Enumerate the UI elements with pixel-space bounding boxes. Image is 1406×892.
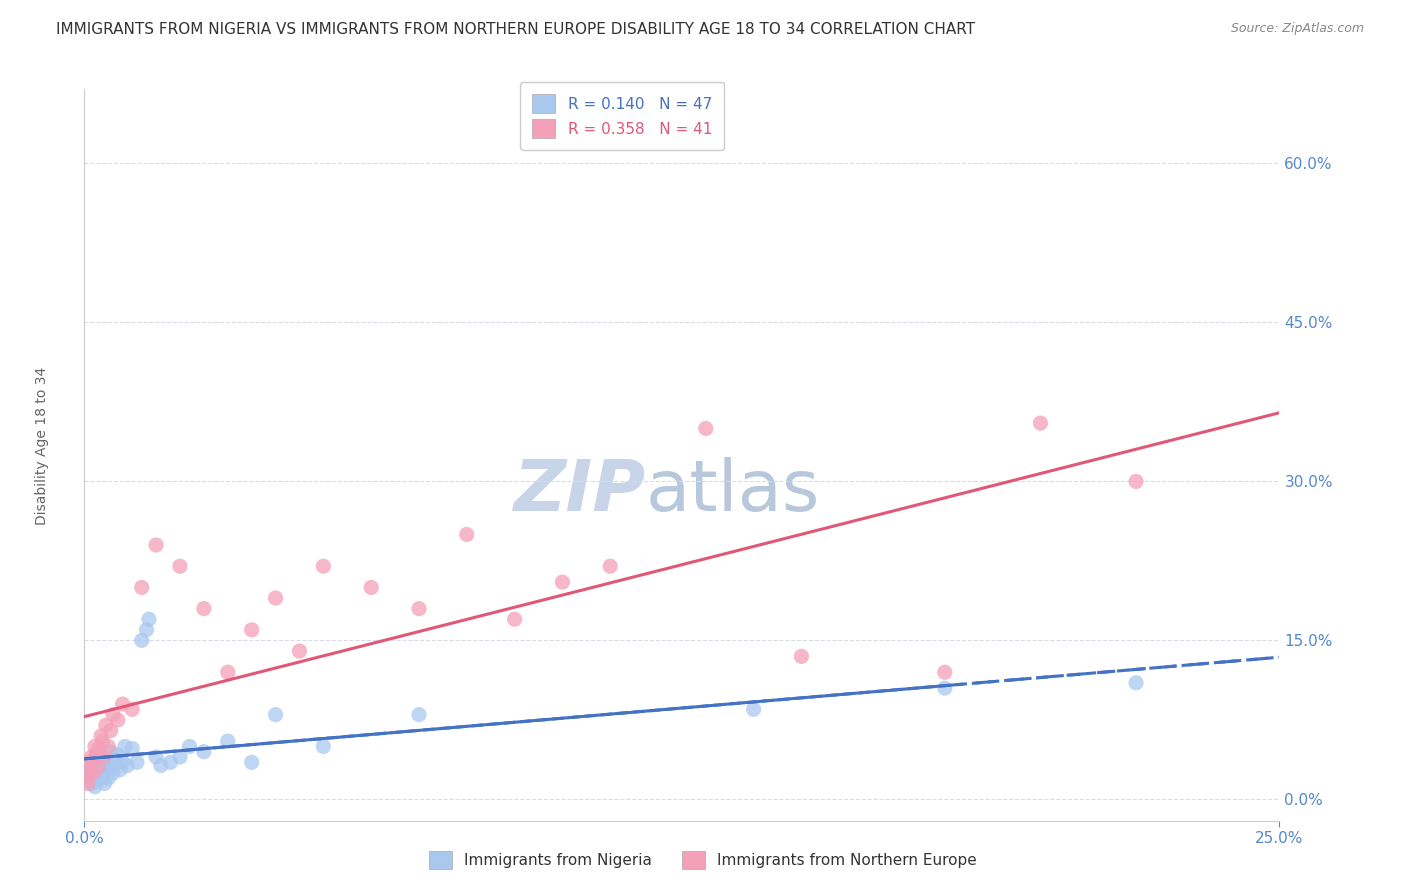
Point	[551, 575, 574, 590]
Point	[83, 780, 105, 794]
Point	[93, 750, 115, 764]
Point	[599, 559, 621, 574]
Point	[131, 633, 153, 648]
Point	[77, 773, 100, 788]
Point	[408, 601, 430, 615]
Point	[742, 702, 765, 716]
Point	[93, 752, 115, 766]
Point	[135, 623, 157, 637]
Point	[193, 745, 215, 759]
Point	[240, 623, 263, 637]
Point	[96, 758, 118, 772]
Point	[77, 761, 100, 775]
Point	[94, 763, 117, 777]
Point	[87, 773, 110, 788]
Point	[80, 750, 103, 764]
Point	[83, 758, 105, 772]
Point	[169, 559, 191, 574]
Text: Disability Age 18 to 34: Disability Age 18 to 34	[35, 367, 49, 525]
Point	[82, 763, 104, 777]
Point	[1029, 416, 1052, 430]
Point	[131, 581, 153, 595]
Point	[87, 761, 110, 775]
Point	[360, 581, 382, 595]
Point	[114, 739, 136, 754]
Point	[312, 559, 335, 574]
Text: ZIP: ZIP	[513, 457, 647, 526]
Point	[86, 747, 108, 762]
Point	[159, 756, 181, 770]
Point	[77, 756, 100, 770]
Point	[121, 702, 143, 716]
Point	[264, 707, 287, 722]
Point	[1125, 475, 1147, 489]
Legend: R = 0.140   N = 47, R = 0.358   N = 41: R = 0.140 N = 47, R = 0.358 N = 41	[520, 82, 724, 150]
Text: atlas: atlas	[647, 457, 821, 526]
Point	[86, 771, 108, 785]
Point	[90, 750, 112, 764]
Point	[101, 766, 124, 780]
Point	[77, 776, 100, 790]
Point	[217, 665, 239, 680]
Point	[76, 766, 98, 780]
Point	[145, 750, 167, 764]
Point	[107, 713, 129, 727]
Legend: Immigrants from Nigeria, Immigrants from Northern Europe: Immigrants from Nigeria, Immigrants from…	[423, 845, 983, 875]
Point	[83, 752, 105, 766]
Point	[90, 729, 112, 743]
Point	[179, 739, 201, 754]
Point	[117, 758, 139, 772]
Point	[76, 771, 98, 785]
Point	[138, 612, 160, 626]
Point	[82, 766, 104, 780]
Point	[94, 718, 117, 732]
Text: Source: ZipAtlas.com: Source: ZipAtlas.com	[1230, 22, 1364, 36]
Point	[169, 750, 191, 764]
Point	[91, 769, 114, 783]
Text: IMMIGRANTS FROM NIGERIA VS IMMIGRANTS FROM NORTHERN EUROPE DISABILITY AGE 18 TO : IMMIGRANTS FROM NIGERIA VS IMMIGRANTS FR…	[56, 22, 976, 37]
Point	[790, 649, 813, 664]
Point	[97, 739, 120, 754]
Point	[240, 756, 263, 770]
Point	[87, 756, 110, 770]
Point	[89, 766, 111, 780]
Point	[312, 739, 335, 754]
Point	[217, 734, 239, 748]
Point	[456, 527, 478, 541]
Point	[107, 747, 129, 762]
Point	[100, 723, 122, 738]
Point	[121, 741, 143, 756]
Point	[91, 734, 114, 748]
Point	[934, 681, 956, 695]
Point	[93, 776, 115, 790]
Point	[934, 665, 956, 680]
Point	[149, 758, 172, 772]
Point	[193, 601, 215, 615]
Point	[503, 612, 526, 626]
Point	[125, 756, 148, 770]
Point	[145, 538, 167, 552]
Point	[79, 769, 101, 783]
Point	[408, 707, 430, 722]
Point	[101, 761, 124, 775]
Point	[97, 771, 120, 785]
Point	[83, 739, 105, 754]
Point	[111, 756, 134, 770]
Point	[100, 745, 122, 759]
Point	[110, 763, 132, 777]
Point	[111, 697, 134, 711]
Point	[288, 644, 311, 658]
Point	[695, 421, 717, 435]
Point	[87, 741, 110, 756]
Point	[264, 591, 287, 605]
Point	[104, 752, 127, 766]
Point	[1125, 676, 1147, 690]
Point	[101, 707, 124, 722]
Point	[80, 776, 103, 790]
Point	[79, 763, 101, 777]
